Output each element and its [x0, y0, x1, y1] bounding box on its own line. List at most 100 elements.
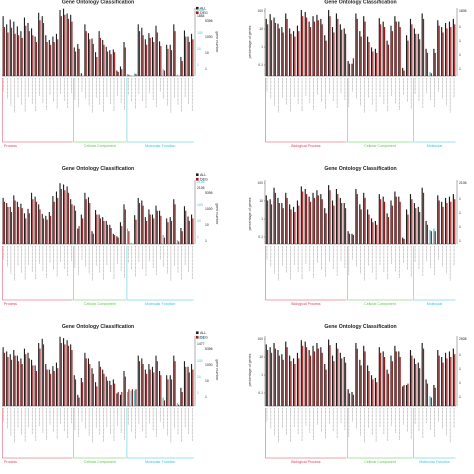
right-axis-tick: 1 — [197, 391, 199, 395]
bar-all — [324, 35, 326, 76]
bar-all — [102, 369, 104, 406]
bar-all — [417, 33, 419, 76]
right-axis-tick: 1477 — [197, 342, 205, 346]
bar-all — [390, 355, 392, 406]
bar-all — [70, 344, 72, 406]
bar-all — [159, 41, 161, 76]
left-axis-tick: 0.1 — [258, 391, 263, 395]
bar-deg — [419, 212, 421, 244]
secondary-axis-tick: 1000 — [205, 35, 213, 39]
secondary-axis-tick: 10 — [205, 379, 209, 383]
bar-deg — [28, 213, 30, 244]
bar-all — [180, 56, 182, 76]
bar-all — [105, 376, 107, 406]
bar-all — [269, 199, 271, 244]
bar-deg — [419, 39, 421, 76]
bar-deg — [96, 214, 98, 244]
bar-deg — [14, 355, 16, 406]
bar-deg — [387, 373, 390, 406]
bar-deg — [407, 40, 409, 76]
group-label: Cellular Component — [364, 460, 396, 464]
bar-all — [23, 213, 26, 244]
bar-deg — [53, 201, 55, 244]
bar-deg — [74, 379, 77, 406]
bar-deg — [298, 31, 300, 76]
bar-all — [359, 359, 361, 406]
bar-deg — [124, 47, 126, 76]
bar-all — [13, 350, 15, 406]
bar-all — [27, 352, 29, 406]
group-label: Molecular Function — [419, 460, 449, 464]
right-axis-tick: 1 — [459, 39, 461, 43]
bar-all — [162, 397, 164, 406]
group-label: Cellular Component — [84, 460, 116, 464]
bar-deg — [356, 194, 358, 244]
bar-all — [347, 389, 349, 406]
bar-deg — [352, 394, 354, 406]
left-middle-chart-panel: Gene Ontology Classification Process Cellu… — [0, 158, 236, 316]
bar-all — [16, 26, 18, 76]
bar-deg — [422, 348, 425, 406]
bar-deg — [156, 210, 158, 244]
bar-all — [308, 21, 310, 77]
bar-all — [34, 365, 36, 406]
bar-all — [148, 364, 150, 406]
bar-deg — [57, 39, 59, 76]
bar-deg — [185, 36, 187, 76]
right-axis-tick: 2508 — [197, 336, 205, 340]
bar-deg — [60, 343, 62, 406]
bar-deg — [170, 50, 173, 76]
bar-deg — [426, 224, 429, 244]
bar-deg — [146, 373, 148, 406]
right-bottom-chart-panel: Gene Ontology Classification Biological P… — [237, 316, 474, 474]
bar-all — [441, 201, 443, 244]
bar-all — [382, 196, 384, 244]
bar-deg — [46, 369, 48, 406]
bar-all — [59, 336, 61, 406]
bar-all — [45, 35, 47, 76]
bar-all — [281, 27, 283, 76]
bar-all — [402, 67, 404, 76]
right-axis-tick: 1 — [459, 53, 461, 57]
bar-all — [394, 345, 396, 406]
bar-deg — [57, 197, 59, 244]
bar-deg — [85, 199, 87, 244]
bar-deg — [149, 37, 151, 76]
bar-all — [66, 13, 68, 77]
bar-all — [112, 379, 114, 406]
bar-deg — [321, 199, 323, 244]
bar-all — [137, 197, 139, 244]
right-axis-tick: 100 — [197, 203, 203, 207]
bar-all — [343, 28, 345, 76]
bar-all — [277, 23, 279, 76]
bar-all — [289, 204, 291, 244]
bar-all — [59, 10, 61, 76]
bar-deg — [138, 203, 141, 244]
legend-label-deg: DEG — [200, 336, 208, 340]
bar-deg — [99, 37, 101, 76]
left-axis-tick: 1 — [261, 217, 263, 221]
bar-all — [406, 35, 408, 76]
bar-deg — [117, 71, 119, 76]
bar-all — [41, 213, 43, 244]
bar-deg — [282, 208, 284, 244]
bar-all — [183, 206, 186, 244]
bar-all — [452, 194, 454, 244]
bar-all — [84, 192, 86, 244]
group-label: Cellular Component — [84, 302, 116, 306]
bar-all — [339, 352, 341, 406]
bar-deg — [7, 357, 9, 406]
bar-all — [151, 37, 154, 76]
bar-all — [63, 338, 65, 406]
bar-deg — [78, 226, 80, 244]
bar-all — [95, 382, 97, 406]
bar-deg — [170, 220, 173, 244]
bar-all — [339, 24, 341, 76]
bar-deg — [103, 373, 105, 406]
bar-deg — [426, 383, 429, 406]
bar-deg — [294, 364, 296, 406]
bar-deg — [415, 364, 417, 406]
bar-all — [45, 215, 47, 244]
bar-deg — [7, 32, 9, 76]
bar-deg — [163, 237, 165, 244]
